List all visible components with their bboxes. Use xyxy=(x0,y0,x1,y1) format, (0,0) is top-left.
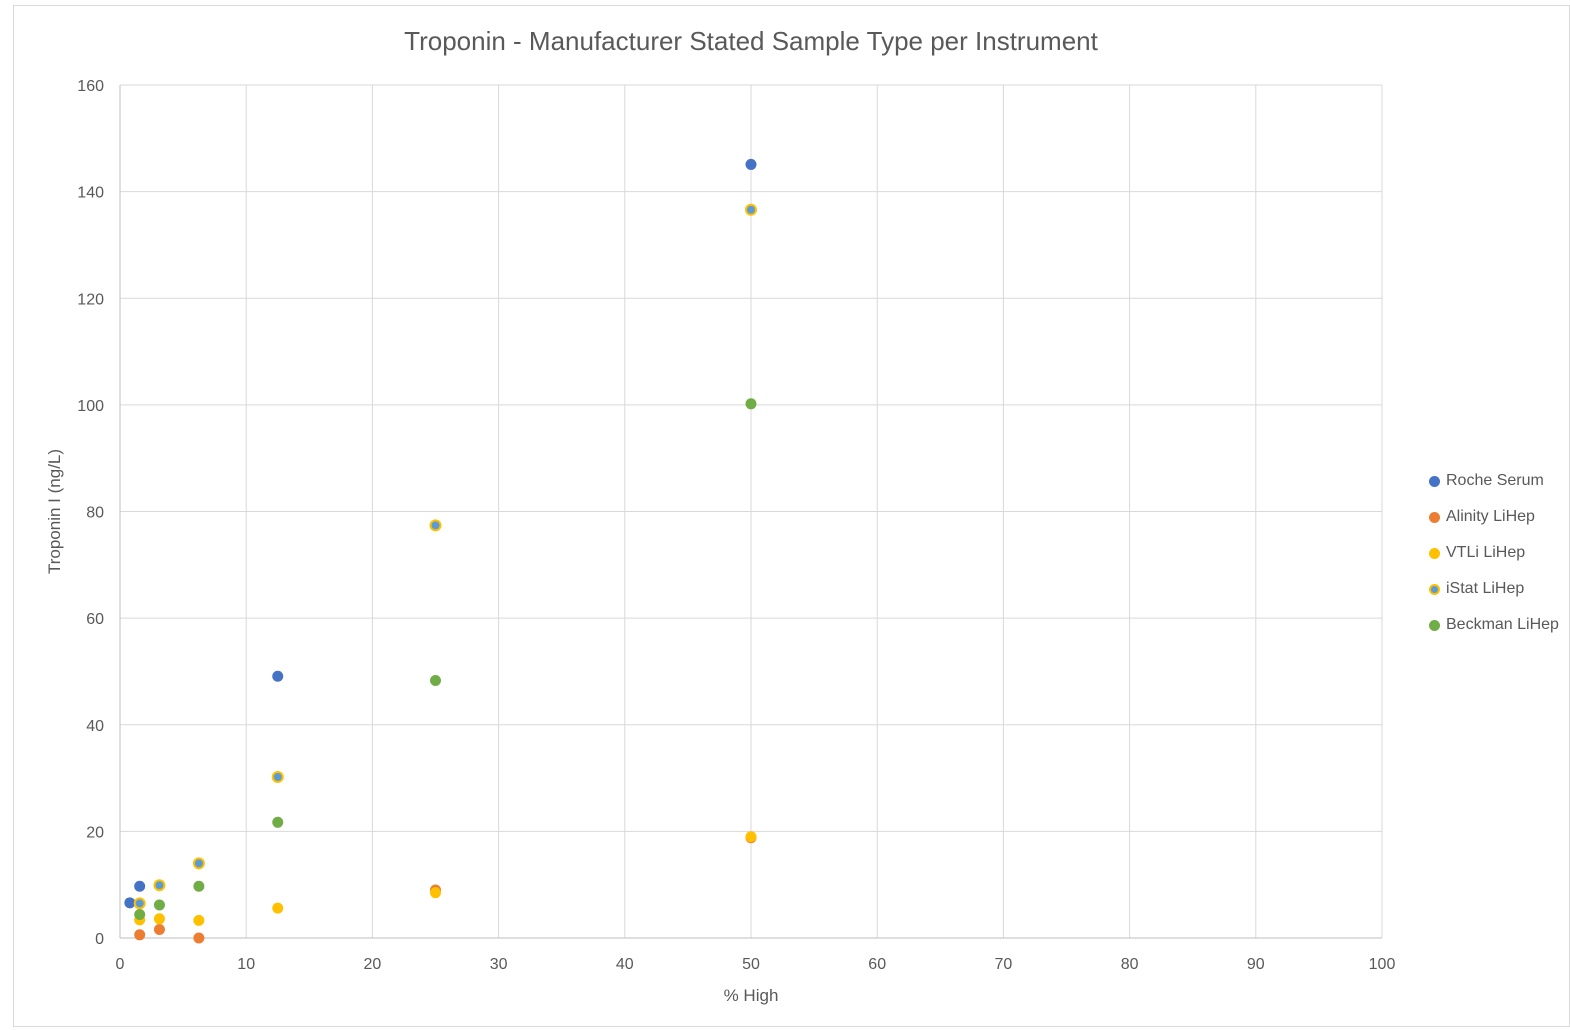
data-point-roche-serum xyxy=(124,897,136,909)
y-tick-label: 40 xyxy=(86,718,104,735)
data-point-istat-lihep xyxy=(271,770,284,783)
data-point-vtli-lihep xyxy=(272,902,284,914)
legend-label: Alinity LiHep xyxy=(1446,508,1535,525)
legend-marker xyxy=(1429,619,1440,631)
data-point-alinity-lihep xyxy=(193,932,205,944)
legend-item: Roche Serum xyxy=(1429,463,1559,499)
grid-layer xyxy=(119,84,1383,939)
y-tick-label: 120 xyxy=(77,291,104,308)
data-point-roche-serum xyxy=(134,880,146,892)
chart-frame xyxy=(13,5,1570,1027)
data-point-istat-lihep xyxy=(192,857,205,870)
x-tick-label: 100 xyxy=(1369,956,1396,973)
x-tick-label: 20 xyxy=(364,956,382,973)
data-point-istat-lihep xyxy=(133,897,146,910)
legend-marker xyxy=(1429,583,1440,595)
legend-item: Beckman LiHep xyxy=(1429,607,1559,643)
x-tick-label: 70 xyxy=(995,956,1013,973)
data-point-roche-serum xyxy=(272,670,284,682)
x-tick-label: 10 xyxy=(237,956,255,973)
legend-label: VTLi LiHep xyxy=(1446,544,1526,561)
legend-item: VTLi LiHep xyxy=(1429,535,1559,571)
y-axis-title: Troponin I (ng/L) xyxy=(45,449,64,574)
x-tick-label: 50 xyxy=(742,956,760,973)
legend-marker xyxy=(1429,547,1440,559)
y-tick-label: 0 xyxy=(95,931,104,948)
x-tick-label: 0 xyxy=(116,956,125,973)
data-point-vtli-lihep xyxy=(193,914,205,926)
data-point-beckman-lihep xyxy=(430,675,441,687)
y-tick-label: 160 xyxy=(77,78,104,95)
data-point-roche-serum xyxy=(745,158,757,170)
y-tick-label: 100 xyxy=(77,398,104,415)
y-tick-label: 60 xyxy=(86,611,104,628)
legend-label: iStat LiHep xyxy=(1446,580,1525,597)
legend-item: Alinity LiHep xyxy=(1429,499,1559,535)
x-tick-label: 90 xyxy=(1247,956,1265,973)
x-tick-label: 80 xyxy=(1121,956,1139,973)
data-point-beckman-lihep xyxy=(153,899,165,911)
x-tick-label: 30 xyxy=(490,956,508,973)
data-point-vtli-lihep xyxy=(745,831,757,843)
legend-item: iStat LiHep xyxy=(1429,571,1559,607)
data-point-alinity-lihep xyxy=(134,929,146,941)
tick-labels: 0 10 20 30 40 50 60 70 80 90 100 0 20 40 60 80 100 120 140… xyxy=(77,78,1395,973)
data-point-beckman-lihep xyxy=(193,880,205,892)
y-tick-label: 80 xyxy=(86,505,104,522)
legend-label: Roche Serum xyxy=(1446,472,1544,489)
data-point-alinity-lihep xyxy=(153,923,165,935)
data-point-vtli-lihep xyxy=(430,887,441,899)
legend-marker xyxy=(1429,511,1440,523)
data-point-vtli-lihep xyxy=(153,913,165,925)
y-tick-label: 20 xyxy=(86,824,104,841)
data-point-istat-lihep xyxy=(429,519,442,532)
data-point-istat-lihep xyxy=(745,203,757,216)
data-points xyxy=(124,158,757,944)
legend: Roche Serum Alinity LiHep VTLi LiHep iStat … xyxy=(1429,463,1559,643)
x-tick-label: 40 xyxy=(616,956,634,973)
chart-title: Troponin - Manufacturer Stated Sample Ty… xyxy=(404,26,1098,56)
x-tick-label: 60 xyxy=(868,956,886,973)
data-point-istat-lihep xyxy=(153,879,166,892)
data-point-beckman-lihep xyxy=(745,398,757,410)
data-point-beckman-lihep xyxy=(272,816,284,828)
data-point-beckman-lihep xyxy=(134,909,146,921)
legend-marker xyxy=(1429,475,1440,487)
legend-label: Beckman LiHep xyxy=(1446,616,1559,633)
x-axis-title: % High xyxy=(724,986,779,1005)
y-tick-label: 140 xyxy=(77,185,104,202)
